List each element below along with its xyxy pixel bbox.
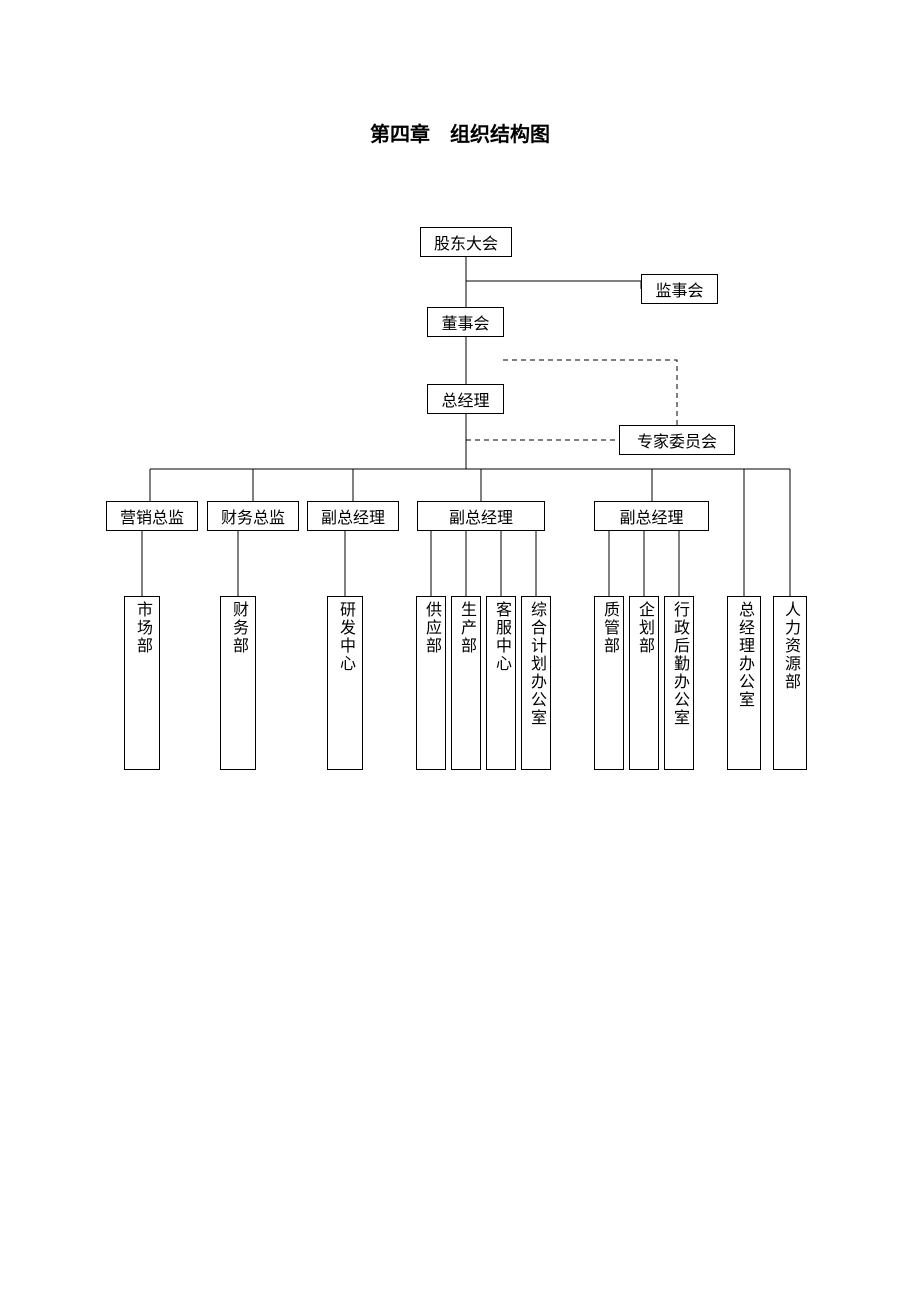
dept-label: 生产部 bbox=[454, 601, 478, 655]
node-supervisory: 监事会 bbox=[641, 274, 718, 304]
dept-label: 财务部 bbox=[226, 601, 250, 655]
node-label: 董事会 bbox=[441, 310, 489, 334]
node-label: 副总经理 bbox=[321, 504, 385, 528]
node-fin_dir: 财务总监 bbox=[207, 501, 299, 531]
dept-dept_gmo: 总经理办公室 bbox=[727, 596, 761, 770]
dept-label: 总经理办公室 bbox=[732, 601, 756, 709]
dept-dept_ent: 企划部 bbox=[629, 596, 659, 770]
node-label: 营销总监 bbox=[120, 504, 184, 528]
dept-label: 人力资源部 bbox=[778, 601, 802, 691]
page-title: 第四章 组织结构图 bbox=[0, 118, 920, 147]
node-dgm2: 副总经理 bbox=[417, 501, 545, 531]
node-label: 专家委员会 bbox=[637, 428, 717, 452]
node-label: 副总经理 bbox=[449, 504, 513, 528]
node-label: 股东大会 bbox=[434, 230, 498, 254]
dept-dept_hr: 人力资源部 bbox=[773, 596, 807, 770]
node-dgm1: 副总经理 bbox=[307, 501, 399, 531]
node-gm: 总经理 bbox=[427, 384, 504, 414]
org-chart-page: 第四章 组织结构图 股东大会监事会董事会总经理专家委员会营销总监 财务总监 副总经理… bbox=[0, 0, 920, 1302]
dept-dept_market: 市场部 bbox=[124, 596, 160, 770]
node-shareholders: 股东大会 bbox=[420, 227, 512, 257]
dept-label: 客服中心 bbox=[489, 601, 513, 673]
dept-label: 市场部 bbox=[130, 601, 154, 655]
dept-dept_supply: 供应部 bbox=[416, 596, 446, 770]
edge bbox=[503, 360, 677, 425]
node-board: 董事会 bbox=[427, 307, 504, 337]
dept-label: 供应部 bbox=[419, 601, 443, 655]
dept-label: 行政后勤办公室 bbox=[667, 601, 691, 727]
dept-dept_cs: 客服中心 bbox=[486, 596, 516, 770]
dept-dept_finance: 财务部 bbox=[220, 596, 256, 770]
dept-dept_plan: 综合计划办公室 bbox=[521, 596, 551, 770]
node-mkt_dir: 营销总监 bbox=[106, 501, 198, 531]
dept-label: 质管部 bbox=[597, 601, 621, 655]
dept-label: 企划部 bbox=[632, 601, 656, 655]
node-label: 副总经理 bbox=[619, 504, 683, 528]
node-expert: 专家委员会 bbox=[619, 425, 735, 455]
node-label: 财务总监 bbox=[221, 504, 285, 528]
node-label: 监事会 bbox=[655, 277, 703, 301]
dept-label: 综合计划办公室 bbox=[524, 601, 548, 727]
node-dgm3: 副总经理 bbox=[594, 501, 709, 531]
dept-dept_rd: 研发中心 bbox=[327, 596, 363, 770]
node-label: 总经理 bbox=[441, 387, 489, 411]
dept-dept_qc: 质管部 bbox=[594, 596, 624, 770]
dept-dept_admin: 行政后勤办公室 bbox=[664, 596, 694, 770]
dept-dept_prod: 生产部 bbox=[451, 596, 481, 770]
dept-label: 研发中心 bbox=[333, 601, 357, 673]
